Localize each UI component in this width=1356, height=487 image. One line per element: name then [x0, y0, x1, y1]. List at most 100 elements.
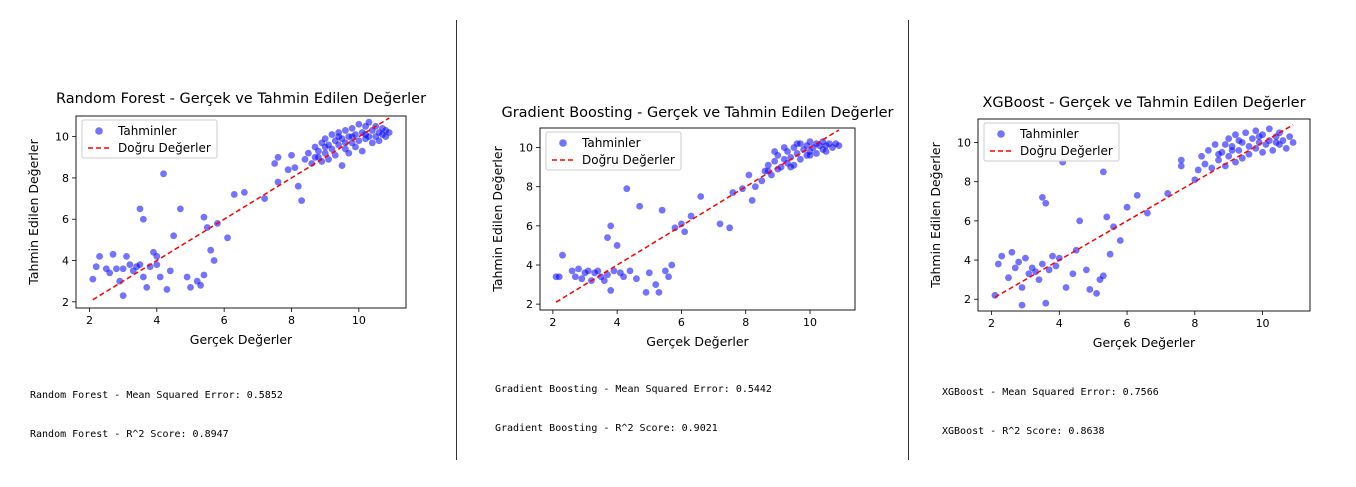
random-forest-mse-text: Random Forest - Mean Squared Error: 0.58… [30, 390, 283, 401]
xgboost-data-point [1211, 141, 1219, 148]
random-forest-x-tick-label: 4 [153, 314, 160, 327]
random-forest-x-tick-label: 10 [352, 314, 366, 327]
gradient-boosting-data-point [787, 163, 795, 171]
random-forest-data-point [156, 273, 164, 281]
random-forest-data-point [96, 252, 103, 260]
xgboost-data-point [1143, 209, 1151, 217]
random-forest-data-point [288, 151, 295, 159]
xgboost-data-point [1198, 152, 1205, 160]
random-forest-data-point [106, 269, 114, 277]
random-forest-data-point [315, 147, 322, 155]
xgboost-data-point [1272, 139, 1280, 146]
gradient-boosting-data-point [806, 151, 814, 159]
random-forest-data-point [348, 124, 356, 132]
random-forest-data-point [166, 267, 174, 275]
gradient-boosting-y-tick-label: 10 [519, 142, 533, 155]
xgboost-legend-point-marker [997, 130, 1005, 138]
random-forest-legend-line-label: Doğru Değerler [118, 141, 211, 155]
gradient-boosting-data-point [636, 202, 644, 210]
random-forest-data-point [136, 261, 144, 269]
random-forest-legend-point-marker [95, 127, 103, 135]
xgboost-scatter-chart: XGBoost - Gerçek ve Tahmin Edilen Değerl… [928, 95, 1311, 350]
random-forest-data-point [207, 246, 215, 254]
random-forest-data-point [301, 155, 309, 163]
xgboost-data-point [1083, 266, 1090, 274]
gradient-boosting-data-point [559, 251, 566, 259]
gradient-boosting-data-point [613, 242, 621, 249]
gradient-boosting-data-point [555, 273, 563, 281]
xgboost-data-point [1099, 168, 1107, 176]
random-forest-data-point [230, 191, 238, 198]
random-forest-data-point [341, 127, 349, 134]
random-forest-scatter-chart: Random Forest - Gerçek ve Tahmin Edilen … [26, 91, 426, 347]
gradient-boosting-x-tick-label: 6 [678, 316, 685, 329]
xgboost-y-tick-label: 4 [964, 254, 971, 267]
random-forest-data-point [294, 182, 302, 190]
gradient-boosting-r2-text: Gradient Boosting - R^2 Score: 0.9021 [495, 423, 718, 434]
gradient-boosting-data-point [604, 234, 611, 241]
gradient-boosting-data-point [758, 177, 766, 185]
gradient-boosting-data-point [681, 228, 689, 236]
xgboost-legend-box [983, 122, 1120, 162]
gradient-boosting-data-point [594, 267, 602, 275]
xgboost-data-point [1221, 141, 1229, 148]
gradient-boosting-data-point [780, 144, 788, 151]
gradient-boosting-scatter-chart: Gradient Boosting - Gerçek ve Tahmin Edi… [490, 105, 894, 349]
gradient-boosting-data-point [822, 148, 830, 155]
random-forest-r2-text: Random Forest - R^2 Score: 0.8947 [30, 429, 229, 440]
xgboost-legend-line-label: Doğru Değerler [1020, 144, 1113, 158]
gradient-boosting-data-point [645, 269, 653, 277]
xgboost-data-point [1025, 270, 1033, 278]
random-forest-y-tick-label: 6 [62, 213, 69, 226]
random-forest-data-point [203, 224, 211, 231]
random-forest-data-point [153, 261, 161, 269]
gradient-boosting-x-tick-label: 2 [549, 316, 556, 329]
gradient-boosting-data-point [771, 157, 779, 165]
random-forest-y-axis-label: Tahmin Edilen Değerler [26, 138, 41, 285]
random-forest-data-point [92, 263, 100, 271]
gradient-boosting-data-point [600, 277, 608, 285]
gradient-boosting-data-point [658, 206, 666, 214]
xgboost-data-point [1245, 150, 1253, 158]
random-forest-data-point [109, 250, 117, 258]
random-forest-data-point [321, 149, 329, 157]
random-forest-x-tick-label: 2 [86, 314, 93, 327]
xgboost-data-point [1008, 248, 1016, 256]
gradient-boosting-y-tick-label: 2 [526, 298, 533, 311]
xgboost-chart-title: XGBoost - Gerçek ve Tahmin Edilen Değerl… [982, 95, 1305, 111]
xgboost-data-point [1265, 125, 1273, 133]
gradient-boosting-data-point [661, 267, 669, 275]
random-forest-y-tick-label: 10 [55, 131, 69, 144]
xgboost-data-point [1005, 274, 1012, 282]
xgboost-data-point [1232, 131, 1239, 139]
gradient-boosting-data-point [668, 261, 676, 269]
random-forest-data-point [365, 118, 373, 126]
random-forest-data-point [224, 234, 231, 242]
random-forest-x-tick-label: 6 [221, 314, 228, 327]
xgboost-x-tick-label: 8 [1191, 317, 1198, 330]
gradient-boosting-data-point [813, 150, 820, 157]
gradient-boosting-data-point [642, 288, 650, 296]
xgboost-x-tick-label: 10 [1256, 317, 1270, 330]
gradient-boosting-data-point [764, 161, 772, 169]
xgboost-data-point [1116, 237, 1124, 244]
random-forest-data-point [160, 170, 167, 178]
xgboost-data-point [1035, 276, 1043, 284]
random-forest-data-point [321, 135, 329, 143]
xgboost-data-point [1252, 127, 1260, 135]
random-forest-data-point [321, 143, 329, 151]
xgboost-data-point [1242, 129, 1250, 137]
xgboost-x-tick-label: 2 [988, 317, 995, 330]
xgboost-x-axis-label: Gerçek Değerler [1093, 335, 1196, 350]
gradient-boosting-data-point [745, 171, 753, 179]
xgboost-data-point [1099, 272, 1107, 280]
xgboost-data-point [1042, 299, 1050, 307]
gradient-boosting-legend-points-label: Tahminler [581, 136, 641, 150]
random-forest-data-point [119, 292, 127, 300]
random-forest-data-point [304, 149, 312, 157]
xgboost-data-point [998, 252, 1006, 260]
xgboost-legend-points-label: Tahminler [1019, 127, 1079, 141]
gradient-boosting-data-point [652, 281, 660, 288]
xgboost-data-point [994, 260, 1002, 268]
random-forest-data-point [197, 281, 204, 289]
